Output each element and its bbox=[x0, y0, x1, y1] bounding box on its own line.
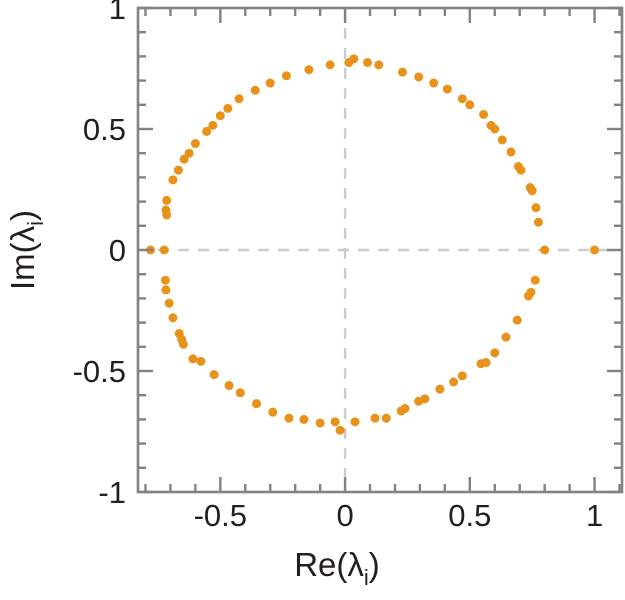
y-tick-label: 0 bbox=[109, 233, 126, 268]
data-point bbox=[397, 67, 407, 77]
x-tick-label: -0.5 bbox=[194, 498, 247, 533]
data-point bbox=[209, 370, 219, 380]
data-point bbox=[481, 358, 491, 368]
y-axis-title: Im(λi) bbox=[4, 210, 48, 290]
data-point bbox=[457, 371, 467, 381]
data-point bbox=[457, 94, 467, 104]
data-point bbox=[250, 85, 260, 95]
y-axis-title-main: Im(λ bbox=[4, 225, 41, 290]
data-point bbox=[161, 285, 171, 295]
x-tick-label: 0.5 bbox=[448, 498, 491, 533]
data-point bbox=[513, 162, 523, 172]
data-point bbox=[208, 120, 218, 130]
data-point bbox=[268, 407, 278, 417]
x-axis-title-subscript: i bbox=[364, 565, 369, 590]
data-point bbox=[420, 394, 430, 404]
x-tick-label: 1 bbox=[586, 498, 603, 533]
data-point bbox=[540, 245, 550, 255]
data-point bbox=[223, 103, 233, 113]
data-point bbox=[162, 195, 172, 205]
data-point bbox=[304, 65, 314, 75]
x-tick-label-group: -0.5 0 0.5 1 bbox=[194, 498, 604, 533]
y-tick-label: 1 bbox=[109, 0, 126, 26]
data-point bbox=[299, 414, 309, 424]
data-point bbox=[188, 354, 198, 364]
svg-text:Re(λi): Re(λi) bbox=[294, 546, 380, 590]
data-point bbox=[325, 60, 335, 70]
y-tick-label: 0.5 bbox=[83, 112, 126, 147]
x-axis-title: Re(λi) bbox=[294, 546, 380, 590]
data-point bbox=[330, 417, 340, 427]
data-point bbox=[235, 388, 245, 398]
data-point bbox=[531, 203, 541, 213]
data-point bbox=[159, 245, 169, 255]
data-point bbox=[526, 287, 536, 297]
axis-frame bbox=[136, 6, 624, 494]
data-point bbox=[435, 384, 445, 394]
data-point bbox=[344, 57, 354, 67]
data-point bbox=[335, 425, 345, 435]
data-point bbox=[162, 210, 172, 220]
data-point bbox=[506, 147, 516, 157]
data-point bbox=[179, 154, 189, 164]
data-point bbox=[265, 78, 275, 88]
data-point bbox=[429, 78, 439, 88]
data-point bbox=[350, 417, 360, 427]
data-point bbox=[215, 111, 225, 121]
y-axis-title-subscript: i bbox=[23, 221, 48, 226]
data-point bbox=[315, 418, 325, 428]
data-point bbox=[512, 315, 522, 325]
data-point bbox=[178, 339, 188, 349]
data-point bbox=[400, 404, 410, 414]
data-point bbox=[497, 135, 507, 145]
x-axis-title-main: Re(λ bbox=[294, 546, 364, 583]
data-point bbox=[479, 109, 489, 119]
data-point bbox=[414, 72, 424, 82]
data-point bbox=[381, 413, 391, 423]
data-point bbox=[168, 313, 178, 323]
data-point bbox=[202, 126, 212, 136]
data-point bbox=[281, 71, 291, 81]
y-axis-title-close: ) bbox=[4, 210, 41, 221]
data-point bbox=[173, 165, 183, 175]
data-point bbox=[164, 298, 174, 308]
data-point bbox=[442, 84, 452, 94]
data-point bbox=[284, 413, 294, 423]
data-point bbox=[168, 175, 178, 185]
data-point bbox=[363, 57, 373, 67]
data-point bbox=[224, 381, 234, 391]
data-point bbox=[530, 275, 540, 285]
data-point bbox=[252, 399, 262, 409]
y-tick-label: -1 bbox=[98, 475, 126, 510]
data-point bbox=[370, 413, 380, 423]
data-point bbox=[196, 356, 206, 366]
data-point bbox=[533, 217, 543, 227]
data-point bbox=[449, 377, 459, 387]
data-point bbox=[490, 348, 500, 358]
data-point bbox=[501, 332, 511, 342]
x-axis-title-close: ) bbox=[369, 546, 380, 583]
data-point bbox=[486, 120, 496, 130]
data-point-group bbox=[145, 54, 600, 435]
data-point bbox=[374, 60, 384, 70]
data-point bbox=[190, 139, 200, 149]
svg-text:Im(λi): Im(λi) bbox=[4, 210, 48, 290]
y-tick-label-group: -1 -0.5 0 0.5 1 bbox=[73, 0, 126, 510]
data-point bbox=[465, 100, 475, 110]
data-point bbox=[184, 148, 194, 158]
data-point bbox=[234, 94, 244, 104]
y-tick-label: -0.5 bbox=[73, 354, 126, 389]
data-point bbox=[525, 183, 535, 193]
x-tick-label: 0 bbox=[336, 498, 353, 533]
data-point bbox=[590, 245, 600, 255]
data-point bbox=[160, 275, 170, 285]
